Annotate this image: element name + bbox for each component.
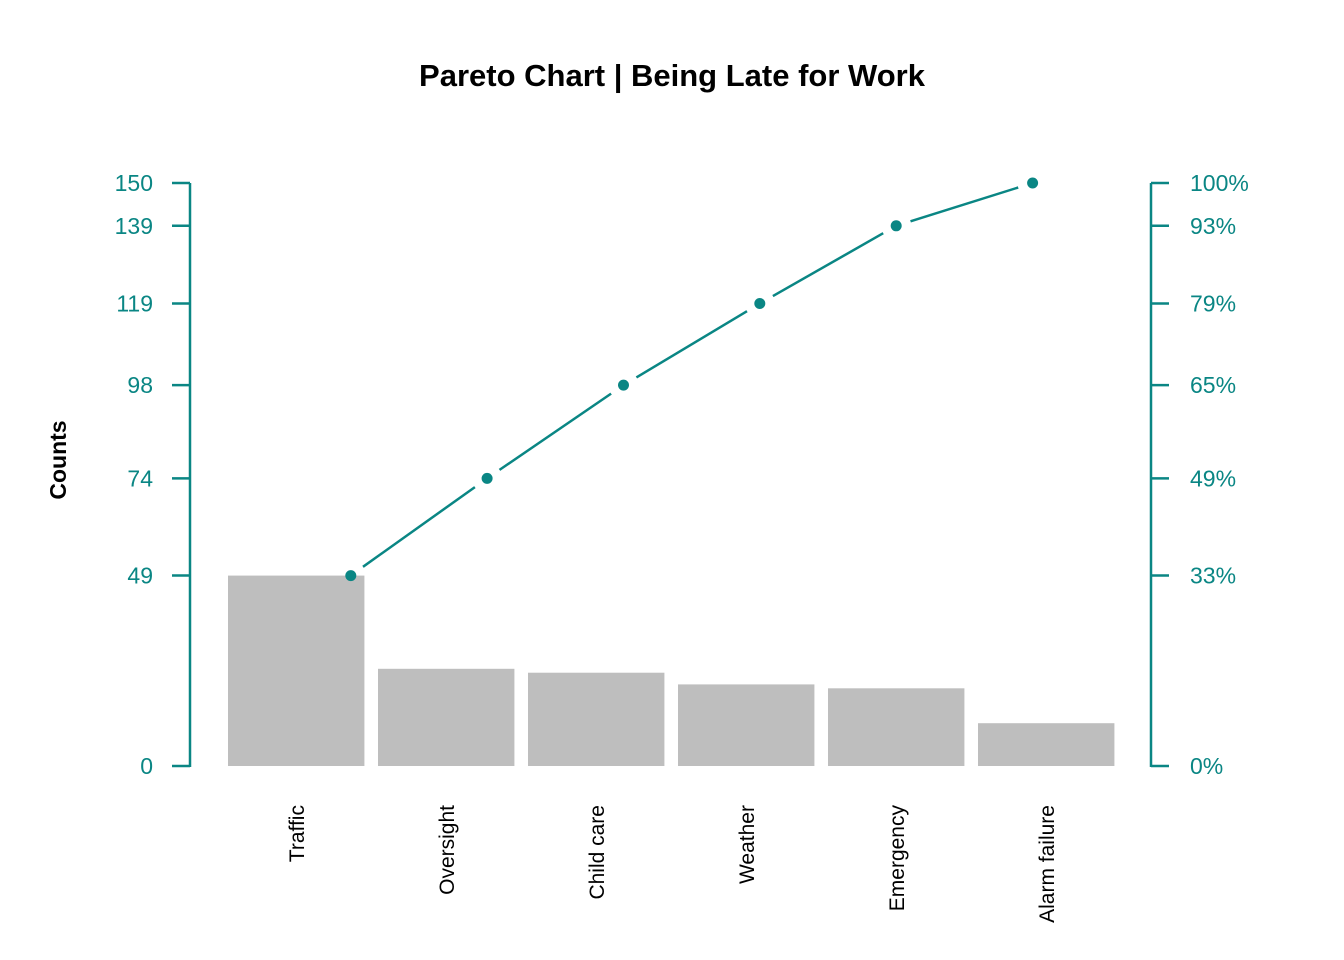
left-axis-tick-label: 139 <box>115 213 153 239</box>
x-axis-label-oversight: Oversight <box>436 805 459 895</box>
right-axis-tick-label: 93% <box>1190 213 1236 239</box>
bar-traffic <box>228 575 365 766</box>
left-axis-tick-label: 119 <box>116 290 153 316</box>
cumulative-point-child-care <box>618 379 629 391</box>
bar-weather <box>678 684 815 766</box>
cumulative-line-segment <box>772 232 884 298</box>
right-axis-tick-label: 0% <box>1190 753 1223 779</box>
right-axis-tick-label: 65% <box>1190 372 1236 398</box>
cumulative-line-segment <box>362 486 476 568</box>
cumulative-point-traffic <box>345 570 357 582</box>
right-axis-tick-label: 49% <box>1190 465 1236 491</box>
x-axis-label-traffic: Traffic <box>286 805 309 862</box>
bar-child-care <box>528 672 665 766</box>
right-axis-tick-label: 100% <box>1190 170 1249 196</box>
cumulative-point-weather <box>754 298 766 309</box>
x-axis-label-alarm-failure: Alarm failure <box>1036 805 1059 923</box>
left-axis-tick-label: 74 <box>127 465 153 491</box>
left-axis-tick-label: 49 <box>127 563 153 589</box>
chart-title: Pareto Chart | Being Late for Work <box>419 58 925 93</box>
cumulative-point-oversight <box>481 472 493 484</box>
cumulative-line-segment <box>635 310 748 379</box>
cumulative-point-emergency <box>890 220 902 232</box>
bar-alarm-failure <box>978 723 1115 766</box>
right-axis-tick-label: 33% <box>1190 563 1236 589</box>
bar-oversight <box>378 668 515 766</box>
cumulative-point-alarm-failure <box>1027 177 1039 189</box>
right-axis-tick-label: 79% <box>1190 290 1236 316</box>
left-axis-tick-label: 0 <box>140 753 153 779</box>
cumulative-line-segment <box>910 186 1019 223</box>
x-axis-label-child-care: Child care <box>586 805 609 900</box>
left-axis-tick-label: 98 <box>127 372 153 398</box>
left-axis-tick-label: 150 <box>115 170 153 196</box>
bar-emergency <box>828 688 965 766</box>
y-axis-title: Counts <box>45 420 71 500</box>
x-axis-label-weather: Weather <box>736 805 759 884</box>
cumulative-line-segment <box>498 392 612 471</box>
x-axis-label-emergency: Emergency <box>886 805 909 912</box>
